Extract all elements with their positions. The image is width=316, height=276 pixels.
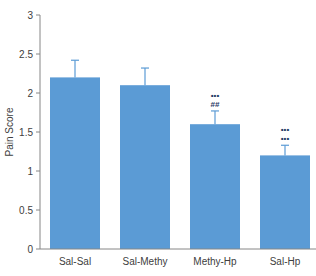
annotation: ••• <box>281 125 290 134</box>
x-tick-label: Methy-Hp <box>193 256 237 267</box>
bars <box>71 60 289 155</box>
bar <box>50 77 100 249</box>
y-axis-label: Pain Score <box>4 107 15 156</box>
chart: 00.511.522.53•••##••••••Sal-SalSal-Methy… <box>0 0 316 276</box>
y-tick-label: 2 <box>27 88 33 99</box>
y-axis <box>40 15 41 249</box>
y-tick <box>36 210 40 211</box>
error-bar <box>281 145 289 155</box>
y-tick <box>36 171 40 172</box>
error-cap <box>71 60 79 61</box>
y-tick <box>36 132 40 133</box>
error-stem <box>144 68 145 85</box>
error-bar <box>141 68 149 85</box>
y-tick-label: 0 <box>27 244 33 255</box>
error-cap <box>141 67 149 68</box>
error-bar <box>71 60 79 77</box>
error-cap <box>211 110 219 111</box>
y-tick-label: 1.5 <box>19 127 33 138</box>
y-tick <box>36 15 40 16</box>
error-stem <box>214 111 215 124</box>
error-cap <box>281 145 289 146</box>
x-axis <box>40 249 316 250</box>
bar <box>190 124 240 249</box>
y-tick-label: 2.5 <box>19 49 33 60</box>
x-tick-label: Sal-Methy <box>122 256 167 267</box>
y-tick <box>36 249 40 250</box>
bar <box>260 155 310 249</box>
annotation: ••• <box>211 91 220 100</box>
y-tick-label: 1 <box>27 166 33 177</box>
error-stem <box>284 145 285 155</box>
annotation: ## <box>211 100 220 109</box>
y-tick-label: 0.5 <box>19 205 33 216</box>
annotation: ••• <box>281 134 290 143</box>
x-tick-label: Sal-Sal <box>59 256 91 267</box>
y-tick-label: 3 <box>27 10 33 21</box>
x-tick-label: Sal-Hp <box>270 256 301 267</box>
bar <box>120 85 170 249</box>
y-tick <box>36 93 40 94</box>
y-tick <box>36 54 40 55</box>
error-stem <box>74 60 75 77</box>
error-bar <box>211 111 219 124</box>
